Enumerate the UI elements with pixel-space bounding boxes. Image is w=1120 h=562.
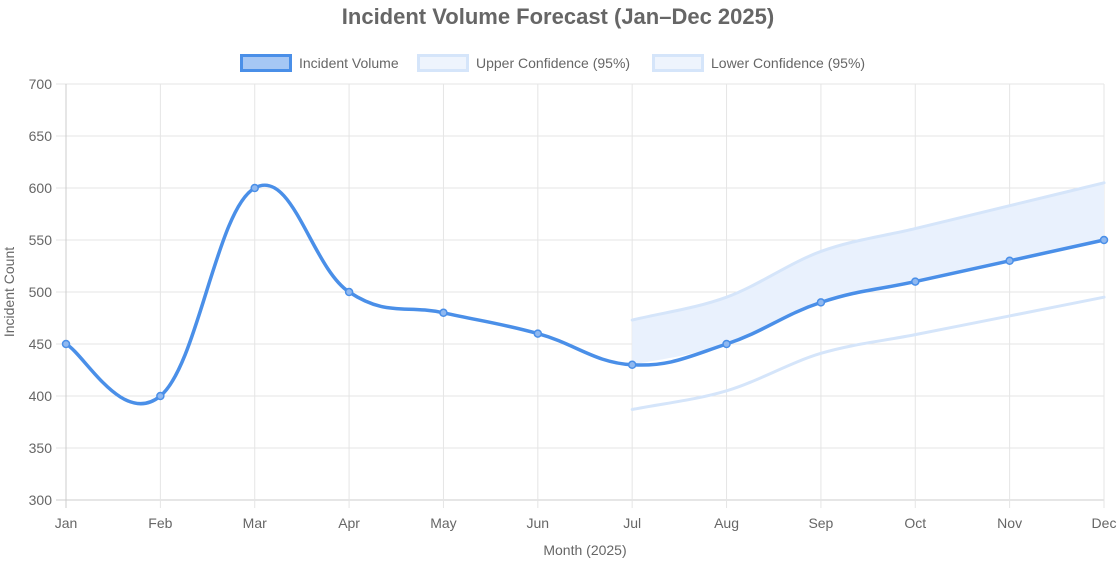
legend-incident-volume[interactable]: Incident Volume: [240, 54, 399, 72]
incident-volume-point[interactable]: [250, 183, 259, 193]
x-tick-label: Mar: [243, 515, 267, 531]
y-tick-label: 550: [29, 232, 53, 248]
x-tick-label: Sep: [808, 515, 833, 531]
incident-volume-point[interactable]: [627, 360, 637, 370]
legend-lower-confidence[interactable]: Lower Confidence (95%): [652, 54, 866, 72]
x-tick-label: Dec: [1092, 515, 1117, 531]
x-tick-label: Aug: [714, 515, 739, 531]
x-tick-label: Oct: [904, 515, 926, 531]
incident-volume-point[interactable]: [439, 308, 448, 318]
x-tick-label: Jul: [623, 515, 641, 531]
incident-volume-point[interactable]: [156, 391, 165, 401]
y-tick-label: 450: [29, 336, 53, 352]
confidence-band: [632, 182, 1104, 365]
confidence-band-fill: [632, 182, 1104, 365]
data-points: [61, 183, 1109, 401]
incident-volume-line: [64, 183, 1106, 406]
x-tick-label: Nov: [997, 515, 1022, 531]
y-axis-ticks: 300 350 400 450 500 550 600 650 700: [29, 76, 53, 508]
incident-volume-point[interactable]: [911, 277, 920, 286]
y-tick-label: 650: [29, 128, 53, 144]
x-tick-label: Apr: [338, 515, 360, 531]
y-tick-label: 350: [29, 440, 53, 456]
y-axis-title: Incident Count: [1, 247, 17, 337]
incident-volume-point[interactable]: [344, 287, 354, 297]
y-tick-label: 500: [29, 284, 53, 300]
x-axis-ticks: Jan Feb Mar Apr May Jun Jul Aug Sep Oct Nov Dec: [55, 515, 1117, 531]
series-lines: [64, 181, 1106, 412]
gridlines: [56, 83, 1105, 508]
incident-volume-point[interactable]: [1099, 235, 1109, 245]
legend-label: Lower Confidence (95%): [711, 55, 865, 71]
y-tick-label: 700: [29, 76, 53, 92]
legend-upper-confidence[interactable]: Upper Confidence (95%): [417, 54, 631, 72]
legend: Incident Volume Upper Confidence (95%) Low…: [240, 54, 866, 72]
x-tick-label: May: [430, 515, 456, 531]
legend-swatch: [240, 54, 292, 72]
incident-volume-point[interactable]: [533, 329, 543, 338]
y-tick-label: 600: [29, 180, 53, 196]
incident-volume-point[interactable]: [61, 339, 71, 349]
x-tick-label: Jun: [527, 515, 550, 531]
chart-title: Incident Volume Forecast (Jan–Dec 2025): [342, 4, 774, 29]
x-axis-title: Month (2025): [543, 542, 626, 558]
incident-volume-point[interactable]: [816, 298, 826, 307]
legend-swatch: [417, 54, 469, 72]
legend-label: Upper Confidence (95%): [476, 55, 630, 71]
y-tick-label: 300: [29, 492, 53, 508]
x-tick-label: Jan: [55, 515, 78, 531]
legend-label: Incident Volume: [299, 55, 399, 71]
incident-volume-point[interactable]: [722, 339, 731, 349]
upper-confidence-line: [630, 181, 1106, 322]
x-tick-label: Feb: [148, 515, 172, 531]
lower-confidence-line: [630, 295, 1106, 412]
legend-swatch: [652, 54, 704, 72]
incident-volume-point[interactable]: [1005, 256, 1014, 266]
y-tick-label: 400: [29, 388, 53, 404]
